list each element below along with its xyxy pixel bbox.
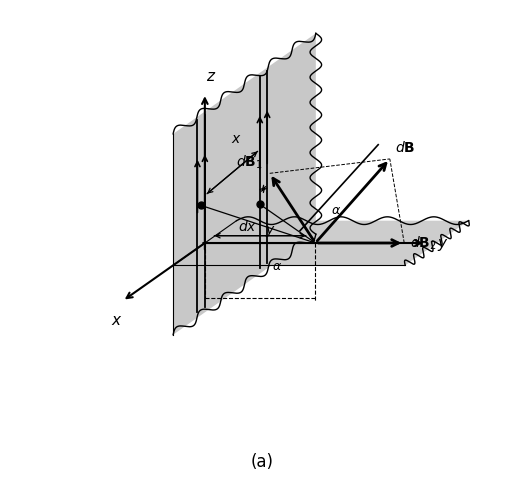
Polygon shape: [173, 34, 316, 335]
Text: x: x: [111, 312, 120, 328]
Polygon shape: [173, 221, 469, 265]
Text: $d\mathbf{B}_2$: $d\mathbf{B}_2$: [410, 234, 437, 252]
Text: $\alpha$: $\alpha$: [331, 204, 341, 217]
Text: $d\mathbf{B}_1$: $d\mathbf{B}_1$: [236, 154, 262, 171]
Text: $y$: $y$: [265, 224, 276, 239]
Text: $d\mathbf{B}$: $d\mathbf{B}$: [395, 140, 415, 155]
Text: $x$: $x$: [231, 133, 242, 146]
Text: $dx$: $dx$: [238, 219, 257, 234]
Text: $\alpha$: $\alpha$: [272, 260, 282, 273]
Text: (a): (a): [251, 453, 274, 471]
Text: y: y: [437, 236, 446, 250]
Text: z: z: [206, 69, 214, 84]
